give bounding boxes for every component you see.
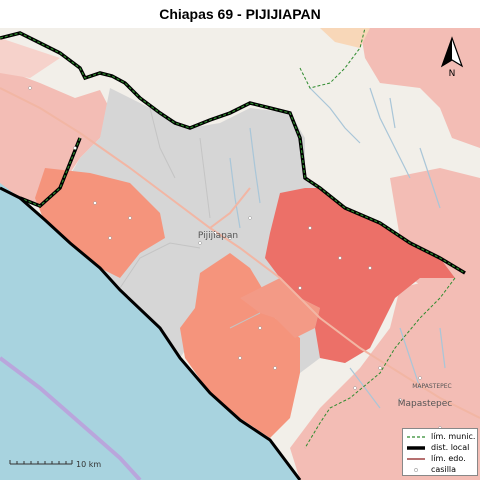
thick-black-line-icon (407, 445, 425, 450)
legend-item-casilla: casilla (407, 464, 456, 475)
section-mid-small (240, 278, 320, 338)
thin-red-line-icon (407, 457, 425, 460)
map-area[interactable]: Pijijiapan MAPASTEPEC Mapastepec (0, 28, 480, 480)
legend-item-state: lím. edo. (407, 453, 466, 464)
lagoon-line (0, 356, 142, 480)
small-circle-icon (414, 467, 418, 472)
section-light-southeast (290, 268, 480, 480)
legend-label: casilla (431, 465, 457, 474)
roads (0, 87, 480, 419)
legend-item-district: dist. local (407, 442, 469, 453)
legend-item-municipal: lím. munic. (407, 431, 475, 442)
dashed-green-line-icon (407, 435, 425, 438)
municipal-limits (299, 28, 456, 449)
legend: lím. munic. dist. local lím. edo. casill… (402, 428, 478, 476)
legend-label: lím. munic. (431, 432, 476, 441)
district-border (0, 31, 466, 480)
internal-lines (119, 107, 261, 329)
north-arrow: N (436, 36, 468, 80)
place-label-pijijiapan: Pijijiapan (198, 231, 238, 241)
scale-label: 10 km (76, 460, 101, 469)
section-mid-west (35, 168, 165, 278)
rivers (229, 87, 446, 409)
map-title: Chiapas 69 - PIJIJIAPAN (0, 0, 480, 28)
legend-label: lím. edo. (431, 454, 466, 463)
section-light-topleft (0, 38, 60, 78)
scale-bar: 10 km (8, 455, 118, 471)
place-label-mapastepec-upper: MAPASTEPEC (412, 383, 451, 390)
sea (0, 183, 300, 480)
section-pale-top (320, 28, 370, 48)
north-label: N (449, 69, 456, 79)
place-label-mapastepec: Mapastepec (398, 399, 453, 409)
section-dark-east (265, 188, 455, 363)
map-canvas: Pijijiapan MAPASTEPEC Mapastepec (0, 28, 480, 480)
legend-label: dist. local (431, 443, 470, 452)
